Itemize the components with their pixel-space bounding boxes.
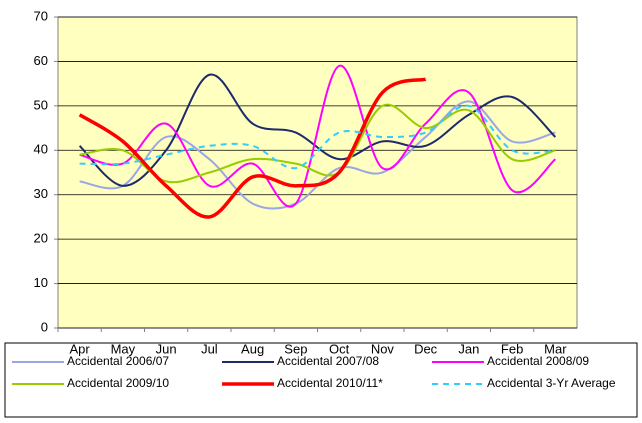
x-tick-label: Apr xyxy=(70,341,91,356)
x-tick-label: Jul xyxy=(201,341,218,356)
x-tick-label: Jun xyxy=(156,341,177,356)
legend-label: Accidental 3-Yr Average xyxy=(487,376,616,390)
x-tick-label: Mar xyxy=(544,341,567,356)
x-tick-label: Feb xyxy=(501,341,523,356)
y-tick-label: 40 xyxy=(34,142,48,157)
y-tick-label: 50 xyxy=(34,97,48,112)
legend-label: Accidental 2006/07 xyxy=(67,354,169,368)
y-tick-label: 0 xyxy=(41,319,48,334)
x-tick-label: Oct xyxy=(329,341,350,356)
series-line xyxy=(79,103,556,184)
x-tick-label: Aug xyxy=(241,341,264,356)
legend-label: Accidental 2009/10 xyxy=(67,376,169,390)
x-tick-label: May xyxy=(111,341,136,356)
series-line xyxy=(78,73,557,187)
series-line xyxy=(78,77,427,219)
legend-label: Accidental 2007/08 xyxy=(277,354,379,368)
series-line xyxy=(79,64,557,208)
series-line xyxy=(79,104,556,170)
legend-label: Accidental 2010/11* xyxy=(277,376,383,390)
y-tick-label: 60 xyxy=(34,53,48,68)
x-tick-label: Dec xyxy=(414,341,438,356)
x-tick-label: Jan xyxy=(458,341,479,356)
x-tick-label: Nov xyxy=(371,341,395,356)
legend-label: Accidental 2008/09 xyxy=(487,354,589,368)
series-line xyxy=(79,100,556,210)
x-tick-label: Sep xyxy=(284,341,307,356)
legend xyxy=(4,342,638,418)
y-tick-label: 30 xyxy=(34,186,48,201)
y-tick-label: 10 xyxy=(34,275,48,290)
y-tick-label: 20 xyxy=(34,231,48,246)
y-tick-label: 70 xyxy=(34,8,48,23)
